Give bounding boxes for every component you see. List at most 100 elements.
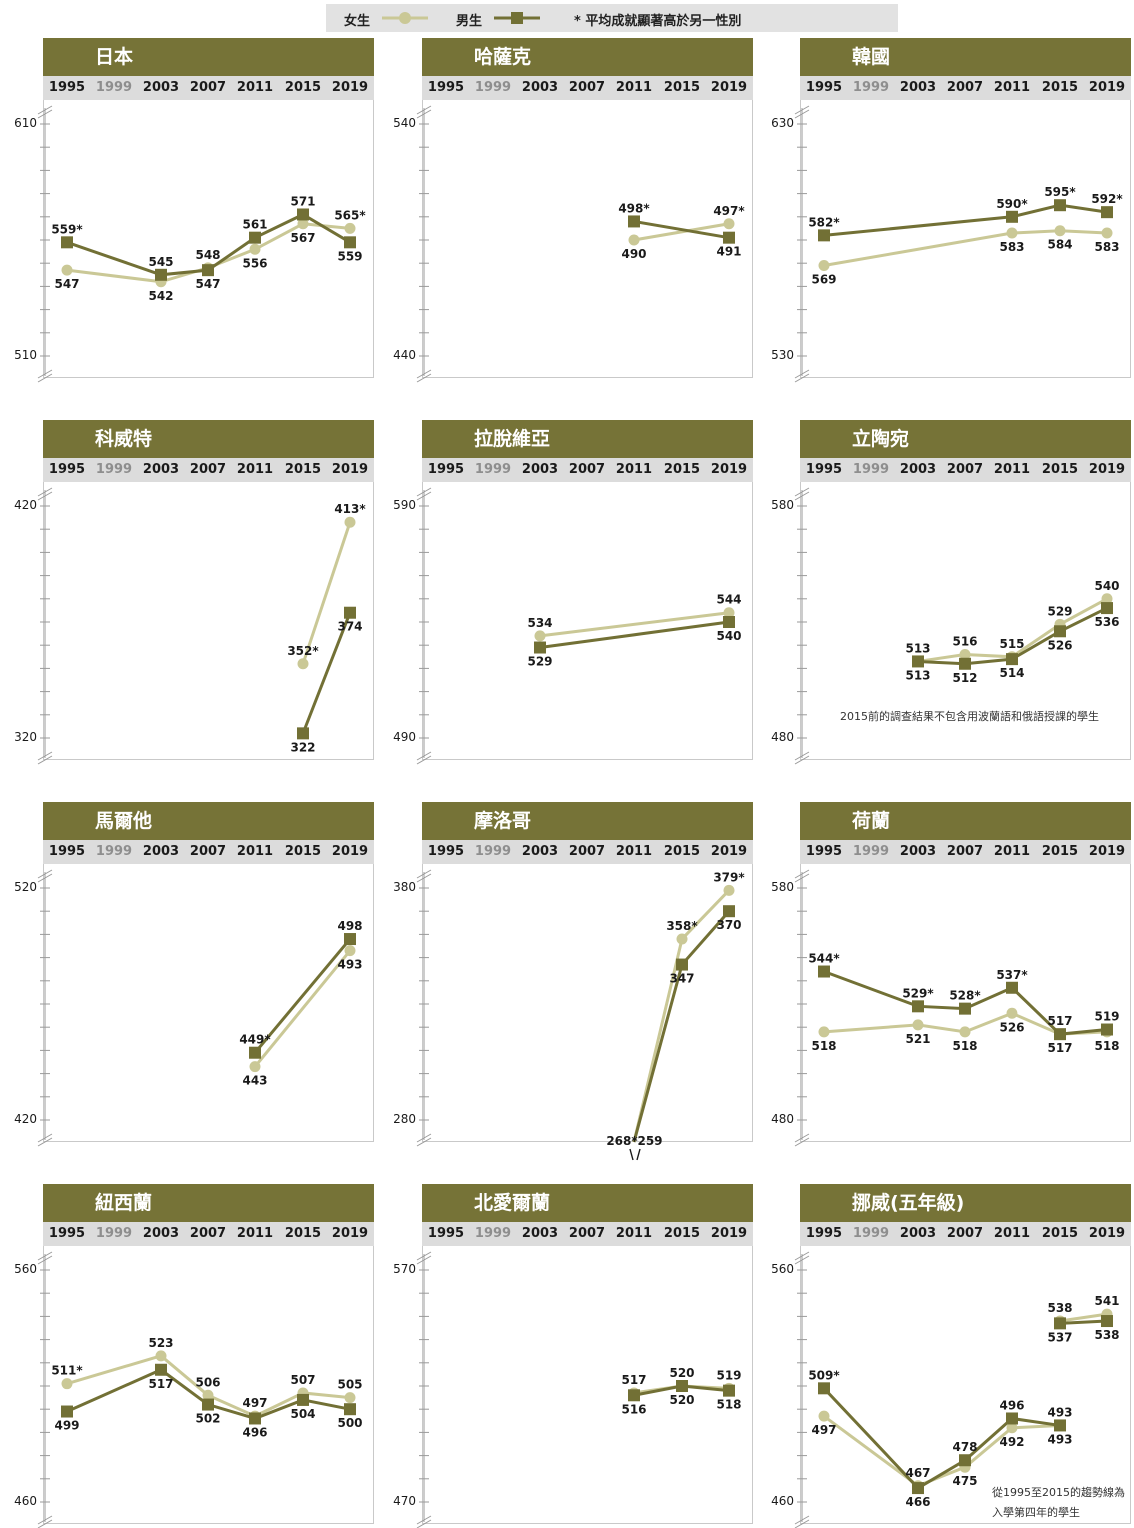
boys-point	[723, 905, 735, 918]
data-label: 529	[527, 655, 552, 669]
data-label: 519	[1094, 1010, 1119, 1024]
legend-boys-label: 男生	[456, 14, 483, 29]
data-label: 499	[54, 1419, 79, 1433]
boys-point	[1006, 1412, 1018, 1425]
year-tick-label: 2019	[710, 462, 748, 477]
year-axis: 1995 1999 2003 2007 2011 2015 2019	[422, 840, 753, 864]
boys-point	[297, 727, 309, 740]
year-tick-label: 2015	[663, 80, 701, 95]
year-tick-label: 2007	[946, 462, 984, 477]
year-tick-label: 1999	[852, 1226, 890, 1241]
data-label: 518	[716, 1398, 741, 1412]
girls-point	[534, 630, 546, 642]
data-label: 537	[1047, 1330, 1072, 1344]
data-label: 504	[290, 1407, 315, 1421]
boys-point	[202, 264, 214, 277]
year-tick-label: 2011	[993, 1226, 1031, 1241]
plot-area	[43, 482, 374, 760]
data-label: 493	[337, 958, 362, 972]
girls-point	[1101, 227, 1113, 239]
data-label: 542	[148, 289, 173, 303]
panel-note: 從1995至2015的趨勢線為	[992, 1486, 1125, 1499]
data-label: 505	[337, 1378, 362, 1392]
boys-point	[297, 208, 309, 221]
girls-point	[344, 516, 356, 528]
data-label: 413*	[334, 502, 366, 516]
y-tick-label: 470	[393, 1494, 416, 1508]
year-tick-label: 2003	[899, 1226, 937, 1241]
boys-point	[628, 215, 640, 228]
data-label: 569	[811, 273, 836, 287]
chart-panel: 哈薩克 1995 1999 2003 2007 2011 2015 2019 540 440 490…	[393, 38, 753, 383]
y-tick-label: 490	[393, 730, 416, 744]
year-tick-label: 2019	[1088, 462, 1126, 477]
data-label: 582*	[808, 215, 840, 229]
line-chart: 513 516 515 529 540 513 512 514 526 536	[794, 487, 1120, 765]
data-label: 537*	[996, 968, 1028, 982]
year-tick-label: 2003	[899, 80, 937, 95]
axis-break-top	[416, 869, 432, 883]
data-label: 547	[54, 277, 79, 291]
data-label: 547	[195, 277, 220, 291]
panel-title: 馬爾他	[43, 802, 374, 840]
girls-point	[344, 222, 356, 234]
boys-point	[155, 1363, 167, 1376]
year-tick-label: 2011	[993, 80, 1031, 95]
series-line	[823, 203, 1108, 237]
data-label: 449*	[239, 1033, 271, 1047]
axis-break-bottom	[794, 751, 810, 765]
plot-area	[800, 1246, 1131, 1524]
boys-point	[155, 268, 167, 281]
year-axis: 1995 1999 2003 2007 2011 2015 2019	[422, 458, 753, 482]
legend-markers	[382, 12, 540, 24]
series-line	[823, 229, 1108, 267]
boys-point	[61, 1405, 73, 1418]
data-label: 583	[999, 240, 1024, 254]
girls-point	[959, 1026, 971, 1038]
data-label: 514	[999, 666, 1024, 680]
year-tick-label: 2011	[236, 80, 274, 95]
legend-girls-label: 女生	[344, 14, 371, 29]
data-label: 595*	[1044, 185, 1076, 199]
chart-panel: 日本 1995 1999 2003 2007 2011 2015 2019 610 510 547 5…	[14, 38, 374, 383]
data-label: 526	[1047, 638, 1072, 652]
panel-title: 紐西蘭	[43, 1184, 374, 1222]
year-tick-label: 1999	[95, 462, 133, 477]
data-label: 590*	[996, 197, 1028, 211]
series-line	[539, 620, 730, 650]
data-label: 592*	[1091, 192, 1123, 206]
plot-area	[422, 864, 753, 1142]
year-tick-label: 2015	[663, 462, 701, 477]
girls-point	[912, 1019, 924, 1031]
y-tick-label: 440	[393, 348, 416, 362]
plot-area	[43, 864, 374, 1142]
y-tick-label: 320	[14, 730, 37, 744]
axis-break-top	[37, 1251, 53, 1265]
boys-point	[818, 965, 830, 978]
y-tick-label: 590	[393, 498, 416, 512]
year-tick-label: 2015	[663, 844, 701, 859]
boys-point	[249, 1046, 261, 1059]
year-axis: 1995 1999 2003 2007 2011 2015 2019	[43, 1222, 374, 1246]
girls-point	[723, 607, 735, 619]
data-label: 565*	[334, 208, 366, 222]
girls-point	[297, 658, 309, 670]
data-label: 496	[242, 1425, 267, 1439]
year-tick-label: 2015	[284, 80, 322, 95]
data-label: 507	[290, 1373, 315, 1387]
year-tick-label: 1995	[805, 1226, 843, 1241]
data-label: 523	[148, 1336, 173, 1350]
year-tick-label: 2015	[1041, 844, 1079, 859]
data-label: 521	[905, 1032, 930, 1046]
data-label: 370	[716, 918, 741, 932]
data-label: 498	[337, 919, 362, 933]
data-label: 571	[290, 194, 315, 208]
data-label: 545	[148, 255, 173, 269]
data-label: 518	[952, 1039, 977, 1053]
boys-point	[676, 958, 688, 971]
year-tick-label: 2011	[615, 1226, 653, 1241]
panel-title: 挪威(五年級)	[800, 1184, 1131, 1222]
panel-title: 科威特	[43, 420, 374, 458]
panel-note: 2015前的調查結果不包含用波蘭語和俄語授課的學生	[840, 710, 1099, 723]
data-label: 379*	[713, 870, 745, 884]
